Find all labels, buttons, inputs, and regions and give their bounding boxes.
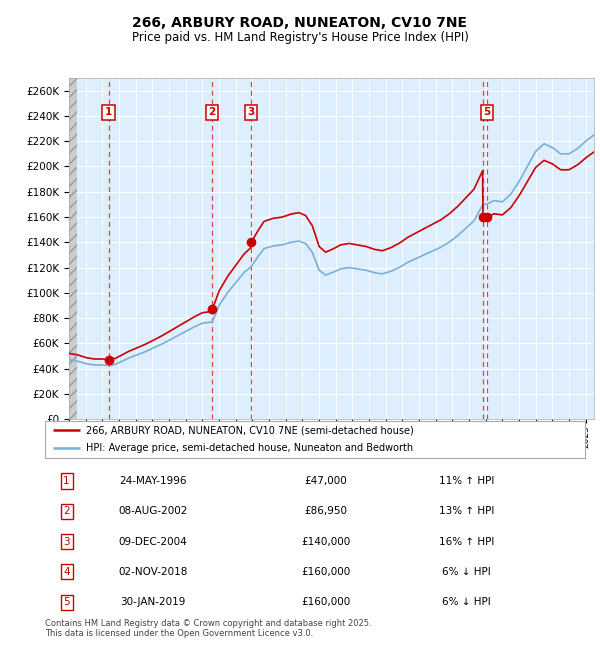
Text: 3: 3 — [248, 107, 255, 117]
Text: 266, ARBURY ROAD, NUNEATON, CV10 7NE: 266, ARBURY ROAD, NUNEATON, CV10 7NE — [133, 16, 467, 30]
Text: 30-JAN-2019: 30-JAN-2019 — [121, 597, 185, 607]
Text: 1: 1 — [105, 107, 112, 117]
Text: 2: 2 — [209, 107, 216, 117]
Text: 5: 5 — [63, 597, 70, 607]
Text: 16% ↑ HPI: 16% ↑ HPI — [439, 536, 494, 547]
Text: HPI: Average price, semi-detached house, Nuneaton and Bedworth: HPI: Average price, semi-detached house,… — [86, 443, 413, 453]
Text: 6% ↓ HPI: 6% ↓ HPI — [442, 567, 491, 577]
Text: 08-AUG-2002: 08-AUG-2002 — [118, 506, 188, 516]
Text: 5: 5 — [483, 107, 490, 117]
Text: 266, ARBURY ROAD, NUNEATON, CV10 7NE (semi-detached house): 266, ARBURY ROAD, NUNEATON, CV10 7NE (se… — [86, 426, 413, 436]
Text: £86,950: £86,950 — [304, 506, 347, 516]
Text: Price paid vs. HM Land Registry's House Price Index (HPI): Price paid vs. HM Land Registry's House … — [131, 31, 469, 44]
Text: £160,000: £160,000 — [301, 597, 350, 607]
Text: 1: 1 — [63, 476, 70, 486]
Text: 11% ↑ HPI: 11% ↑ HPI — [439, 476, 494, 486]
Text: £160,000: £160,000 — [301, 567, 350, 577]
Text: £47,000: £47,000 — [304, 476, 347, 486]
Text: 2: 2 — [63, 506, 70, 516]
Text: 4: 4 — [63, 567, 70, 577]
Text: 09-DEC-2004: 09-DEC-2004 — [119, 536, 187, 547]
Text: Contains HM Land Registry data © Crown copyright and database right 2025.
This d: Contains HM Land Registry data © Crown c… — [45, 619, 371, 638]
Text: £140,000: £140,000 — [301, 536, 350, 547]
Text: 02-NOV-2018: 02-NOV-2018 — [118, 567, 188, 577]
Text: 24-MAY-1996: 24-MAY-1996 — [119, 476, 187, 486]
Text: 3: 3 — [63, 536, 70, 547]
Text: 6% ↓ HPI: 6% ↓ HPI — [442, 597, 491, 607]
Text: 13% ↑ HPI: 13% ↑ HPI — [439, 506, 494, 516]
Bar — [69, 78, 77, 419]
